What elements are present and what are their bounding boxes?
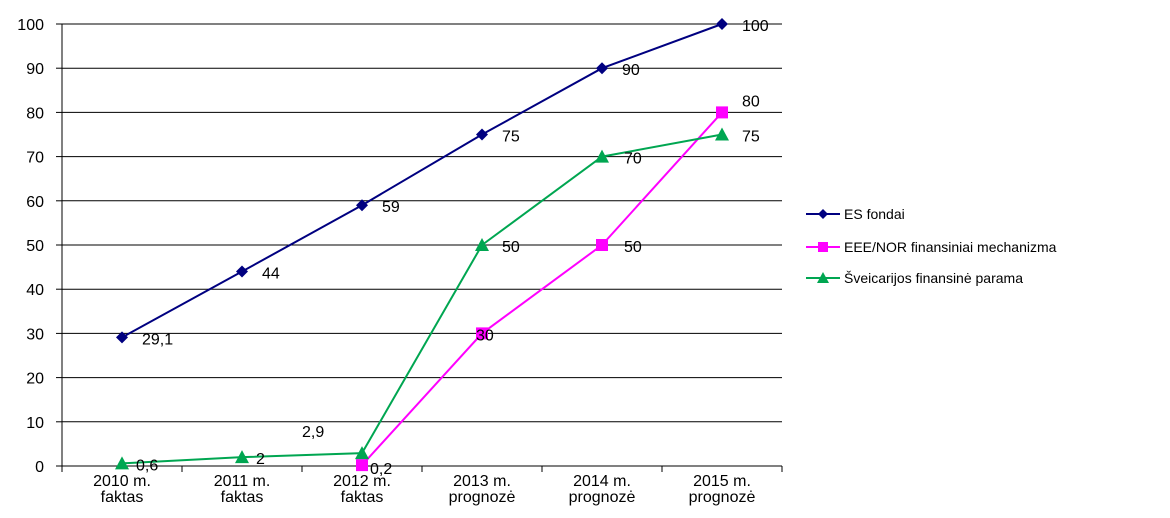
y-tick-label: 20 <box>26 371 44 388</box>
data-point <box>475 238 489 251</box>
x-tick-label: 2010 m. <box>93 473 151 490</box>
x-tick-label: faktas <box>221 489 264 506</box>
data-label: 0,2 <box>370 461 392 478</box>
series-line <box>121 23 723 339</box>
data-label: 59 <box>382 199 400 216</box>
y-tick-label: 10 <box>26 415 44 432</box>
legend-label-sveicarijos: Šveicarijos finansinė parama <box>844 270 1023 286</box>
data-point <box>356 199 368 212</box>
data-label: 30 <box>476 327 494 344</box>
data-point <box>235 450 249 464</box>
data-label: 80 <box>742 93 760 110</box>
data-point <box>476 327 488 340</box>
data-point <box>476 128 488 141</box>
x-tick-label: prognozė <box>689 489 756 506</box>
x-tick-label: 2011 m. <box>214 473 271 490</box>
data-label: 50 <box>624 239 642 256</box>
x-tick-label: 2012 m. <box>333 473 391 490</box>
legend-marker-diamond-icon <box>806 209 840 219</box>
data-point <box>116 331 128 344</box>
data-label: 2,9 <box>302 424 324 441</box>
data-point <box>596 62 608 75</box>
y-tick-label: 60 <box>26 194 44 211</box>
legend-marker-triangle-icon <box>806 272 840 283</box>
y-tick-label: 80 <box>26 105 44 122</box>
x-tick-label: faktas <box>101 489 144 506</box>
data-point <box>715 127 729 141</box>
y-tick-label: 70 <box>26 150 44 167</box>
y-tick-label: 30 <box>26 326 44 343</box>
data-label: 90 <box>622 62 640 79</box>
legend: ES fondai EEE/NOR finansiniai mechanizma… <box>806 200 1170 300</box>
x-tick-label: prognozė <box>569 489 636 506</box>
y-tick-label: 100 <box>17 17 44 34</box>
x-tick-label: 2015 m. <box>693 473 751 490</box>
data-label: 50 <box>502 239 520 256</box>
data-label: 0,6 <box>136 457 158 474</box>
data-point <box>596 239 608 251</box>
legend-item-sveicarijos: Šveicarijos finansinė parama <box>806 268 1023 288</box>
data-point <box>115 456 129 470</box>
x-tick-label: prognozė <box>449 489 516 506</box>
data-point <box>356 459 368 472</box>
x-tick-label: faktas <box>341 489 384 506</box>
x-tick-label: 2014 m. <box>573 473 631 490</box>
series-line <box>361 111 723 466</box>
legend-item-es-fondai: ES fondai <box>806 204 905 224</box>
data-point <box>716 18 728 30</box>
data-label: 75 <box>502 129 520 146</box>
y-tick-label: 90 <box>26 61 44 78</box>
data-label: 2 <box>256 451 265 468</box>
x-tick-label: 2013 m. <box>453 473 511 490</box>
data-point <box>716 106 728 119</box>
data-point <box>595 149 609 163</box>
data-point <box>236 265 248 278</box>
data-label: 29,1 <box>142 331 173 348</box>
y-tick-label: 40 <box>26 282 44 299</box>
y-tick-label: 50 <box>26 238 44 255</box>
data-label: 75 <box>742 129 760 146</box>
legend-label-eee-nor: EEE/NOR finansiniai mechanizma <box>844 239 1057 255</box>
series-line <box>121 133 723 465</box>
legend-marker-square-icon <box>806 242 840 252</box>
data-label: 100 <box>742 18 769 35</box>
legend-item-eee-nor: EEE/NOR finansiniai mechanizma <box>806 237 1056 257</box>
data-point <box>355 446 369 460</box>
data-label: 44 <box>262 266 280 283</box>
y-tick-label: 0 <box>35 459 44 476</box>
data-label: 70 <box>624 151 642 168</box>
legend-label-es-fondai: ES fondai <box>844 206 905 222</box>
